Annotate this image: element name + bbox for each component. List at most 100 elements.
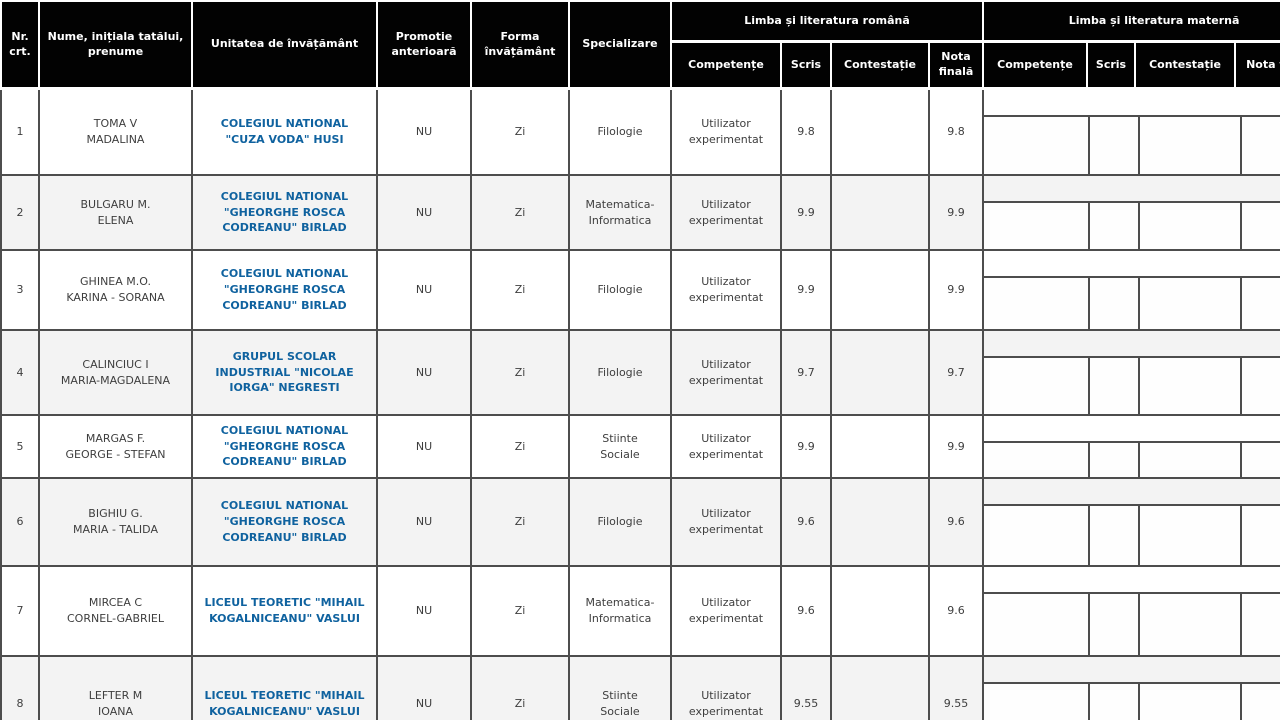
school-name-link[interactable]: COLEGIUL NATIONAL "GHEORGHE ROSCA CODREA… — [193, 251, 378, 331]
row-number: 5 — [0, 416, 40, 479]
materna-section — [984, 657, 1280, 720]
materna-section — [984, 176, 1280, 251]
specialization: Stiinte Sociale — [570, 416, 672, 479]
ma-scris-value — [1090, 684, 1141, 720]
specialization: Filologie — [570, 479, 672, 567]
ma-nota-finala-value — [1242, 594, 1280, 655]
ro-competente-value: Utilizator experimentat — [672, 331, 782, 416]
candidate-name: CALINCIUC I MARIA-MAGDALENA — [40, 331, 193, 416]
materna-empty-grid — [984, 441, 1280, 477]
table-row: 1 TOMA V MADALINA COLEGIUL NATIONAL "CUZ… — [0, 90, 1280, 176]
ma-scris-value — [1090, 594, 1141, 655]
col-header-ro-competente: Competențe — [672, 43, 782, 90]
materna-empty-grid — [984, 592, 1280, 655]
ro-scris-value: 9.9 — [782, 416, 832, 479]
previous-promotion: NU — [378, 251, 472, 331]
education-form: Zi — [472, 657, 570, 720]
group-header-limba-materna: Limba și literatura maternă — [984, 0, 1280, 43]
table-row: 5 MARGAS F. GEORGE - STEFAN COLEGIUL NAT… — [0, 416, 1280, 479]
school-name-link[interactable]: COLEGIUL NATIONAL "GHEORGHE ROSCA CODREA… — [193, 176, 378, 251]
ro-nota-finala-value: 9.55 — [930, 657, 985, 720]
table-body: 1 TOMA V MADALINA COLEGIUL NATIONAL "CUZ… — [0, 90, 1280, 720]
col-header-ma-contestatie: Contestație — [1136, 43, 1237, 90]
ro-nota-finala-value: 9.9 — [930, 176, 985, 251]
header-group-row: Nr. crt. Nume, inițiala tatălui, prenume… — [0, 0, 1280, 90]
table-row: 2 BULGARU M. ELENA COLEGIUL NATIONAL "GH… — [0, 176, 1280, 251]
ma-competente-value — [984, 278, 1091, 329]
previous-promotion: NU — [378, 90, 472, 176]
ro-scris-value: 9.9 — [782, 251, 832, 331]
school-name-link[interactable]: COLEGIUL NATIONAL "GHEORGHE ROSCA CODREA… — [193, 479, 378, 567]
row-number: 3 — [0, 251, 40, 331]
ma-scris-value — [1090, 278, 1141, 329]
specialization: Matematica-Informatica — [570, 176, 672, 251]
ro-competente-value: Utilizator experimentat — [672, 90, 782, 176]
ma-nota-finala-value — [1242, 278, 1280, 329]
ro-contestatie-value — [832, 176, 930, 251]
ma-nota-finala-value — [1242, 443, 1280, 477]
ro-competente-value: Utilizator experimentat — [672, 176, 782, 251]
col-header-promotie: Promotie anterioară — [378, 0, 472, 90]
col-header-ma-competente: Competențe — [984, 43, 1089, 90]
ma-contestatie-value — [1140, 358, 1243, 414]
ma-competente-value — [984, 203, 1091, 249]
ma-scris-value — [1090, 358, 1141, 414]
ma-contestatie-value — [1140, 684, 1243, 720]
ma-nota-finala-value — [1242, 117, 1280, 174]
ma-scris-value — [1090, 117, 1141, 174]
school-name-link[interactable]: COLEGIUL NATIONAL "GHEORGHE ROSCA CODREA… — [193, 416, 378, 479]
materna-empty-grid — [984, 276, 1280, 329]
row-number: 1 — [0, 90, 40, 176]
ma-competente-value — [984, 506, 1091, 565]
row-number: 6 — [0, 479, 40, 567]
school-name-link[interactable]: LICEUL TEORETIC "MIHAIL KOGALNICEANU" VA… — [193, 657, 378, 720]
materna-empty-grid — [984, 201, 1280, 249]
ma-contestatie-value — [1140, 506, 1243, 565]
specialization: Stiinte Sociale — [570, 657, 672, 720]
ro-competente-value: Utilizator experimentat — [672, 251, 782, 331]
ma-nota-finala-value — [1242, 506, 1280, 565]
ro-contestatie-value — [832, 416, 930, 479]
col-header-ma-scris: Scris — [1088, 43, 1137, 90]
candidate-name: BULGARU M. ELENA — [40, 176, 193, 251]
specialization: Filologie — [570, 251, 672, 331]
materna-section — [984, 479, 1280, 567]
specialization: Filologie — [570, 90, 672, 176]
materna-empty-grid — [984, 356, 1280, 414]
candidate-name: LEFTER M IOANA — [40, 657, 193, 720]
row-number: 7 — [0, 567, 40, 657]
ma-contestatie-value — [1140, 278, 1243, 329]
ro-nota-finala-value: 9.6 — [930, 479, 985, 567]
table-row: 7 MIRCEA C CORNEL-GABRIEL LICEUL TEORETI… — [0, 567, 1280, 657]
specialization: Filologie — [570, 331, 672, 416]
table-row: 8 LEFTER M IOANA LICEUL TEORETIC "MIHAIL… — [0, 657, 1280, 720]
materna-section — [984, 416, 1280, 479]
education-form: Zi — [472, 416, 570, 479]
education-form: Zi — [472, 567, 570, 657]
ro-scris-value: 9.55 — [782, 657, 832, 720]
school-name-link[interactable]: GRUPUL SCOLAR INDUSTRIAL "NICOLAE IORGA"… — [193, 331, 378, 416]
row-number: 4 — [0, 331, 40, 416]
previous-promotion: NU — [378, 176, 472, 251]
ma-contestatie-value — [1140, 443, 1243, 477]
table-header: Nr. crt. Nume, inițiala tatălui, prenume… — [0, 0, 1280, 90]
education-form: Zi — [472, 331, 570, 416]
table-row: 4 CALINCIUC I MARIA-MAGDALENA GRUPUL SCO… — [0, 331, 1280, 416]
ro-competente-value: Utilizator experimentat — [672, 416, 782, 479]
ro-contestatie-value — [832, 331, 930, 416]
ro-scris-value: 9.6 — [782, 479, 832, 567]
candidate-name: GHINEA M.O. KARINA - SORANA — [40, 251, 193, 331]
candidate-name: MARGAS F. GEORGE - STEFAN — [40, 416, 193, 479]
school-name-link[interactable]: LICEUL TEORETIC "MIHAIL KOGALNICEANU" VA… — [193, 567, 378, 657]
col-header-nume: Nume, inițiala tatălui, prenume — [40, 0, 193, 90]
ro-contestatie-value — [832, 90, 930, 176]
col-header-specializare: Specializare — [570, 0, 672, 90]
group-header-limba-romana: Limba și literatura română — [672, 0, 985, 43]
ma-contestatie-value — [1140, 203, 1243, 249]
ma-scris-value — [1090, 443, 1141, 477]
ma-competente-value — [984, 443, 1091, 477]
specialization: Matematica-Informatica — [570, 567, 672, 657]
previous-promotion: NU — [378, 479, 472, 567]
school-name-link[interactable]: COLEGIUL NATIONAL "CUZA VODA" HUSI — [193, 90, 378, 176]
materna-section — [984, 331, 1280, 416]
